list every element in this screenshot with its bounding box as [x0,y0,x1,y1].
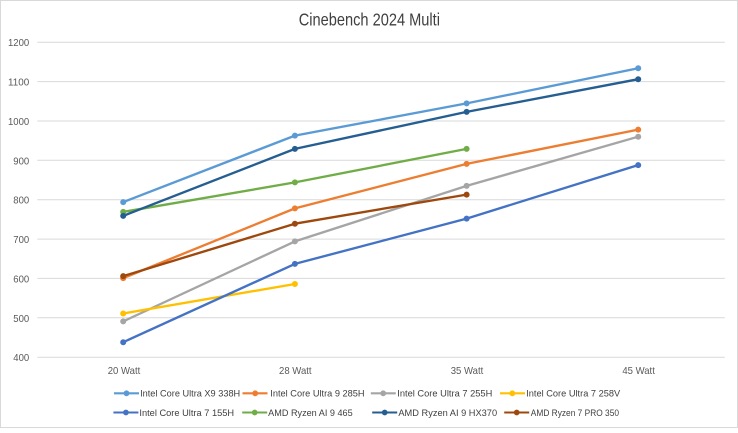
svg-text:Intel Core Ultra 7 155H: Intel Core Ultra 7 155H [139,408,234,418]
svg-text:Cinebench 2024 Multi: Cinebench 2024 Multi [299,9,440,29]
svg-text:Intel Core Ultra 7 255H: Intel Core Ultra 7 255H [397,389,492,399]
svg-text:AMD Ryzen AI 9 465: AMD Ryzen AI 9 465 [268,408,353,418]
svg-text:600: 600 [13,274,29,285]
svg-text:45 Watt: 45 Watt [622,366,655,377]
svg-text:Intel Core Ultra X9 338H: Intel Core Ultra X9 338H [140,389,240,399]
svg-text:1200: 1200 [8,38,30,49]
svg-text:700: 700 [13,235,29,246]
svg-text:Intel Core Ultra 9 285H: Intel Core Ultra 9 285H [270,389,364,399]
svg-text:Intel Core Ultra 7 258V: Intel Core Ultra 7 258V [526,389,620,399]
svg-text:35 Watt: 35 Watt [451,366,484,377]
svg-text:500: 500 [13,314,29,325]
svg-text:28 Watt: 28 Watt [279,366,312,377]
svg-text:20 Watt: 20 Watt [108,366,141,377]
svg-text:1100: 1100 [8,78,30,89]
svg-text:AMD Ryzen 7 PRO 350: AMD Ryzen 7 PRO 350 [531,408,619,418]
svg-text:400: 400 [13,353,29,364]
svg-text:1000: 1000 [8,117,30,128]
svg-text:AMD Ryzen AI 9 HX370: AMD Ryzen AI 9 HX370 [398,408,497,418]
svg-text:900: 900 [13,156,29,167]
svg-text:800: 800 [13,196,29,207]
